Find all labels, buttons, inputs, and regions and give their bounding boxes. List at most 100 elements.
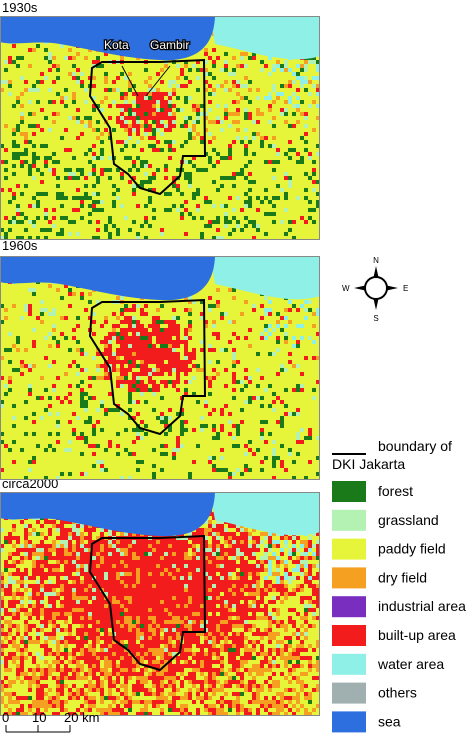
land-cell	[100, 624, 104, 628]
land-cell	[252, 132, 256, 136]
land-cell	[136, 400, 140, 404]
land-cell	[264, 388, 268, 392]
land-cell	[264, 196, 268, 200]
land-cell	[160, 336, 164, 340]
land-cell	[236, 224, 240, 228]
land-cell	[200, 604, 204, 608]
land-cell	[256, 652, 260, 656]
land-cell	[152, 128, 156, 132]
land-cell	[168, 568, 172, 572]
land-cell	[216, 556, 220, 560]
land-cell	[308, 548, 312, 552]
land-cell	[304, 132, 308, 136]
land-cell	[180, 212, 184, 216]
land-cell	[156, 352, 160, 356]
land-cell	[248, 648, 252, 652]
land-cell	[212, 592, 216, 596]
land-cell	[284, 100, 288, 104]
land-cell	[188, 640, 192, 644]
land-cell	[240, 560, 244, 564]
land-cell	[156, 560, 160, 564]
land-cell	[164, 552, 168, 556]
land-cell	[256, 604, 260, 608]
land-cell	[64, 88, 68, 92]
land-cell	[4, 588, 8, 592]
land-cell	[20, 212, 24, 216]
land-cell	[160, 124, 164, 128]
land-cell	[144, 344, 148, 348]
land-cell	[56, 580, 60, 584]
land-cell	[52, 616, 56, 620]
land-cell	[184, 616, 188, 620]
land-cell	[184, 120, 188, 124]
land-cell	[132, 556, 136, 560]
land-cell	[132, 576, 136, 580]
land-cell	[136, 104, 140, 108]
land-cell	[20, 520, 24, 524]
land-cell	[72, 196, 76, 200]
land-cell	[128, 340, 132, 344]
land-cell	[292, 80, 296, 84]
land-cell	[96, 608, 100, 612]
land-cell	[88, 76, 92, 80]
land-cell	[288, 452, 292, 456]
land-cell	[92, 548, 96, 552]
land-cell	[96, 580, 100, 584]
land-cell	[112, 352, 116, 356]
land-cell	[40, 572, 44, 576]
land-cell	[164, 624, 168, 628]
land-cell	[288, 652, 292, 656]
land-cell	[300, 572, 304, 576]
land-cell	[52, 448, 56, 452]
land-cell	[8, 628, 12, 632]
land-cell	[76, 596, 80, 600]
land-cell	[144, 588, 148, 592]
land-cell	[76, 620, 80, 624]
land-cell	[252, 56, 256, 60]
land-cell	[280, 328, 284, 332]
land-cell	[276, 568, 280, 572]
land-cell	[244, 648, 248, 652]
land-cell	[16, 348, 20, 352]
land-cell	[168, 324, 172, 328]
land-cell	[164, 540, 168, 544]
land-cell	[4, 608, 8, 612]
land-cell	[132, 328, 136, 332]
land-cell	[148, 600, 152, 604]
land-cell	[212, 408, 216, 412]
land-cell	[140, 340, 144, 344]
land-cell	[40, 72, 44, 76]
land-cell	[172, 544, 176, 548]
land-cell	[160, 576, 164, 580]
land-cell	[260, 68, 264, 72]
land-cell	[172, 332, 176, 336]
land-cell	[80, 580, 84, 584]
land-cell	[200, 368, 204, 372]
land-cell	[120, 148, 124, 152]
land-cell	[228, 148, 232, 152]
panel-label: 1930s	[2, 0, 38, 15]
land-cell	[312, 188, 316, 192]
land-cell	[148, 180, 152, 184]
land-cell	[16, 212, 20, 216]
land-cell	[232, 296, 236, 300]
land-cell	[80, 656, 84, 660]
land-cell	[160, 552, 164, 556]
land-cell	[84, 600, 88, 604]
land-cell	[108, 596, 112, 600]
land-cell	[4, 540, 8, 544]
land-cell	[216, 528, 220, 532]
land-cell	[152, 96, 156, 100]
land-cell	[16, 340, 20, 344]
land-cell	[188, 212, 192, 216]
land-cell	[76, 108, 80, 112]
land-cell	[276, 92, 280, 96]
land-cell	[76, 116, 80, 120]
land-cell	[204, 168, 208, 172]
land-cell	[228, 320, 232, 324]
land-cell	[160, 452, 164, 456]
land-cell	[132, 608, 136, 612]
land-cell	[100, 600, 104, 604]
land-cell	[160, 540, 164, 544]
land-cell	[48, 552, 52, 556]
